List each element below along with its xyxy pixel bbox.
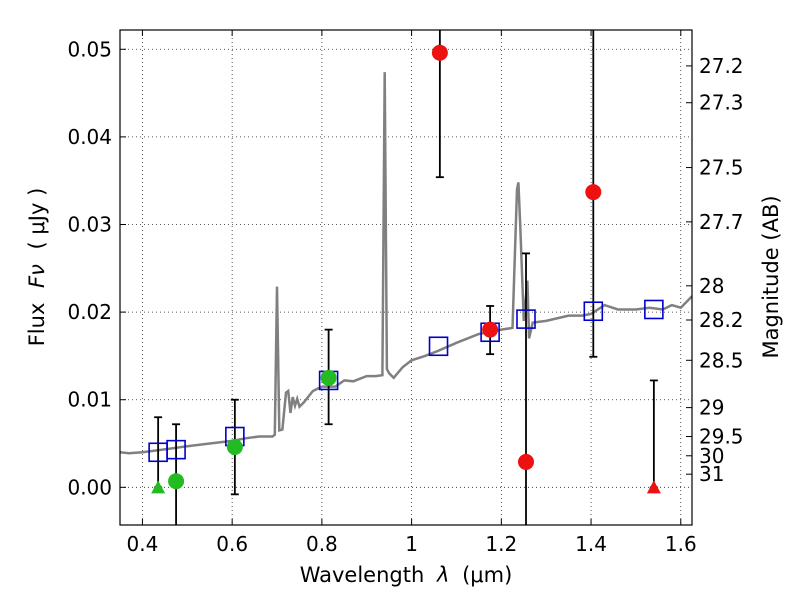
x-tick-label: 1.2 [485, 532, 517, 556]
plot-frame [119, 29, 693, 526]
model-photometry-square [428, 336, 449, 357]
model-photometry-square [644, 299, 664, 320]
y2-tick-label: 29.5 [699, 425, 744, 449]
x-axis-label: Wavelength λ (μm) [300, 563, 513, 587]
x-tick-label: 0.4 [127, 532, 159, 556]
x-tick-label: 1.4 [575, 532, 607, 556]
y-tick-label: 0.03 [67, 212, 112, 236]
model-spectrum-line [119, 72, 693, 455]
y2-tick-label: 27.7 [699, 210, 744, 234]
y2-tick-label: 28 [699, 274, 724, 298]
y-axis-ticks: 0.00 0.01 0.02 0.03 0.04 0.05 [67, 37, 126, 499]
flux-point [518, 453, 535, 470]
y-tick-label: 0.02 [67, 300, 112, 324]
y-tick-label: 0.01 [67, 388, 112, 412]
y2-tick-label: 30 [699, 444, 724, 468]
y2-tick-label: 31 [699, 462, 724, 486]
y-tick-label: 0.05 [67, 37, 112, 61]
y2-tick-label: 28.5 [699, 348, 744, 372]
y2-axis-label: Magnitude (AB) [759, 195, 783, 358]
upper-limit-triangle [646, 480, 661, 494]
flux-point [585, 184, 602, 201]
y-tick-label: 0.00 [67, 475, 112, 499]
model-spectrum [119, 72, 693, 455]
data-markers [148, 44, 664, 494]
flux-point [320, 369, 337, 386]
x-tick-label: 1.6 [665, 532, 697, 556]
flux-point [168, 473, 185, 490]
upper-limit-triangle [151, 480, 166, 494]
flux-point [482, 321, 499, 338]
model-photometry-square [516, 309, 536, 329]
x-tick-label: 0.6 [216, 532, 248, 556]
y2-tick-label: 27.2 [699, 54, 744, 78]
y2-tick-label: 27.5 [699, 156, 744, 180]
model-photometry-square [583, 301, 604, 322]
x-axis-ticks: 0.4 0.6 0.8 1 1.2 1.4 1.6 [127, 30, 697, 556]
x-tick-label: 0.8 [306, 532, 338, 556]
y2-tick-label: 29 [699, 396, 724, 420]
y2-tick-label: 28.2 [699, 308, 744, 332]
flux-point [226, 439, 243, 456]
grid [120, 30, 692, 525]
y2-tick-label: 27.3 [699, 91, 744, 115]
x-tick-label: 1 [405, 532, 418, 556]
y-tick-label: 0.04 [67, 125, 112, 149]
y-axis-label: Flux Fν ( μJy ) [25, 188, 49, 347]
model-photometry-square [166, 439, 186, 460]
flux-point [431, 44, 448, 61]
